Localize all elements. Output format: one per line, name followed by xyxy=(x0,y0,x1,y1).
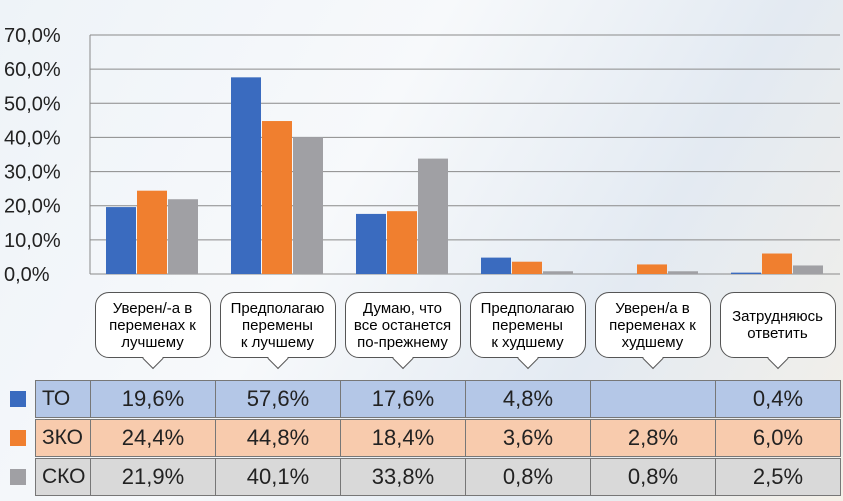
bar xyxy=(168,199,198,274)
bar xyxy=(137,190,167,274)
bar xyxy=(106,207,136,274)
legend-label: ТО xyxy=(35,380,92,418)
table-cell: 18,4% xyxy=(340,419,466,457)
bar xyxy=(637,264,667,274)
bar xyxy=(481,257,511,274)
category-label: Затрудняюсь ответить xyxy=(719,292,836,358)
bar xyxy=(668,271,698,274)
table-cell: 19,6% xyxy=(90,380,216,418)
bar xyxy=(762,253,792,274)
table-cell: 6,0% xyxy=(715,419,841,457)
table-cell: 2,5% xyxy=(715,458,841,496)
plot: 0,0% 10,0% 20,0% 30,0% 40,0% 50,0% 60,0% 70,0% xyxy=(4,25,840,286)
bar xyxy=(512,261,542,274)
legend-label: ЗКО xyxy=(35,419,92,457)
y-tick-label: 40,0% xyxy=(4,127,61,149)
bar xyxy=(262,121,292,274)
bar xyxy=(387,211,417,274)
category-label: Уверен/-а в переменах к лучшему xyxy=(94,292,211,358)
category-label: Предполагаю перемены к худшему xyxy=(469,292,586,358)
table-cell: 40,1% xyxy=(215,458,341,496)
bar xyxy=(731,272,761,274)
table-cell: 4,8% xyxy=(465,380,591,418)
table-cell: 44,8% xyxy=(215,419,341,457)
category-label: Думаю, что все останется по-прежнему xyxy=(344,292,461,358)
legend-label: СКО xyxy=(35,458,92,496)
y-tick-label: 50,0% xyxy=(4,93,61,115)
table-cell: 0,8% xyxy=(465,458,591,496)
table-cell: 33,8% xyxy=(340,458,466,496)
table-cell: 17,6% xyxy=(340,380,466,418)
table-cell: 2,8% xyxy=(590,419,716,457)
legend-swatch xyxy=(10,430,26,446)
legend-swatch xyxy=(10,469,26,485)
table-cell: 0,4% xyxy=(715,380,841,418)
bar xyxy=(543,271,573,274)
table-cell: 24,4% xyxy=(90,419,216,457)
bar xyxy=(356,213,386,274)
y-tick-label: 30,0% xyxy=(4,162,61,184)
y-tick-label: 70,0% xyxy=(4,25,61,47)
table-cell xyxy=(590,380,716,418)
legend-swatch xyxy=(10,391,26,407)
y-tick-label: 0,0% xyxy=(4,264,50,286)
bar xyxy=(231,77,261,274)
category-label: Предполагаю перемены к лучшему xyxy=(219,292,336,358)
y-tick-label: 60,0% xyxy=(4,59,61,81)
table-cell: 21,9% xyxy=(90,458,216,496)
table-cell: 0,8% xyxy=(590,458,716,496)
y-tick-label: 10,0% xyxy=(4,230,61,252)
category-label: Уверен/а в переменах к худшему xyxy=(594,292,711,358)
bar xyxy=(793,265,823,274)
bar xyxy=(418,158,448,274)
table-cell: 57,6% xyxy=(215,380,341,418)
bar xyxy=(293,137,323,274)
table-cell: 3,6% xyxy=(465,419,591,457)
y-tick-label: 20,0% xyxy=(4,196,61,218)
